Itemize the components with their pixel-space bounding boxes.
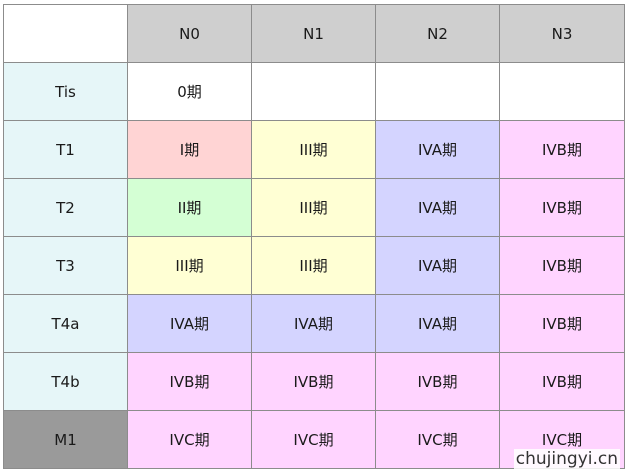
stage-cell: IVB期 (127, 352, 252, 411)
stage-cell: III期 (251, 120, 376, 179)
row-header: T2 (3, 178, 128, 237)
stage-cell: IVA期 (375, 294, 500, 353)
stage-cell (251, 62, 376, 121)
table-row: T3 III期 III期 IVA期 IVB期 (3, 236, 625, 295)
stage-cell: III期 (127, 236, 252, 295)
stage-cell: IVA期 (375, 236, 500, 295)
stage-cell: IVB期 (499, 120, 625, 179)
stage-cell: IVC期 (251, 410, 376, 469)
stage-cell: IVB期 (499, 294, 625, 353)
row-header: M1 (3, 410, 128, 469)
staging-table-container: N0 N1 N2 N3 Tis 0期 T1 I期 III期 IVA期 IVB期 T2 II期 II… (3, 4, 625, 469)
stage-cell: IVB期 (499, 236, 625, 295)
stage-cell (375, 62, 500, 121)
corner-cell (3, 4, 128, 63)
stage-cell: IVB期 (251, 352, 376, 411)
row-header: T4a (3, 294, 128, 353)
stage-cell: I期 (127, 120, 252, 179)
stage-cell: IVC期 (127, 410, 252, 469)
row-header: T4b (3, 352, 128, 411)
stage-cell: IVA期 (127, 294, 252, 353)
tnm-staging-table: N0 N1 N2 N3 Tis 0期 T1 I期 III期 IVA期 IVB期 T2 II期 II… (3, 4, 625, 469)
row-header: T3 (3, 236, 128, 295)
column-header-n1: N1 (251, 4, 376, 63)
stage-cell: II期 (127, 178, 252, 237)
stage-cell: IVA期 (375, 178, 500, 237)
watermark-text: chujingyi.cn (513, 449, 620, 469)
row-header: Tis (3, 62, 128, 121)
stage-cell: IVC期 (375, 410, 500, 469)
stage-cell: III期 (251, 236, 376, 295)
stage-cell: IVA期 (251, 294, 376, 353)
column-header-n0: N0 (127, 4, 252, 63)
stage-cell: III期 (251, 178, 376, 237)
column-header-n3: N3 (499, 4, 625, 63)
stage-cell (499, 62, 625, 121)
column-header-n2: N2 (375, 4, 500, 63)
table-row: T1 I期 III期 IVA期 IVB期 (3, 120, 625, 179)
stage-cell: IVA期 (375, 120, 500, 179)
table-row: Tis 0期 (3, 62, 625, 121)
stage-cell: IVB期 (375, 352, 500, 411)
header-row: N0 N1 N2 N3 (3, 4, 625, 63)
stage-cell: IVB期 (499, 352, 625, 411)
table-row: T4a IVA期 IVA期 IVA期 IVB期 (3, 294, 625, 353)
stage-cell: IVB期 (499, 178, 625, 237)
table-row: T4b IVB期 IVB期 IVB期 IVB期 (3, 352, 625, 411)
row-header: T1 (3, 120, 128, 179)
table-row: T2 II期 III期 IVA期 IVB期 (3, 178, 625, 237)
stage-cell: 0期 (127, 62, 252, 121)
